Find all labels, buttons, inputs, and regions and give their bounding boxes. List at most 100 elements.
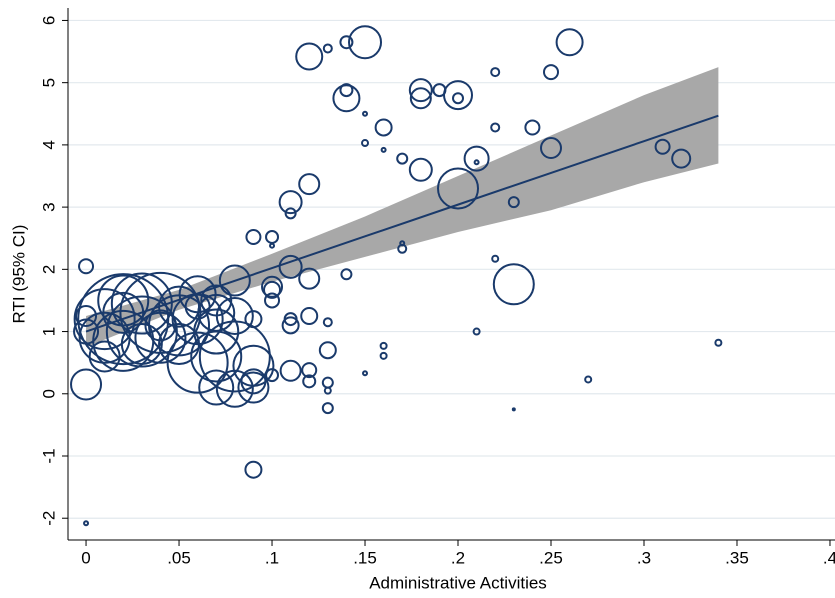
y-tick-label: 1 <box>39 327 58 336</box>
x-tick-label: .1 <box>265 548 279 567</box>
x-tick-label: .05 <box>167 548 191 567</box>
bubble <box>396 152 409 165</box>
bubble <box>524 119 541 136</box>
bubble <box>144 309 177 342</box>
bubble <box>374 118 393 137</box>
x-tick-label: .2 <box>451 548 465 567</box>
y-tick-label: 0 <box>39 389 58 398</box>
y-axis-label: RTI (95% CI) <box>9 225 28 324</box>
bubble <box>279 359 302 382</box>
bubble <box>120 323 163 365</box>
bubble <box>265 368 280 383</box>
bubble <box>397 243 408 254</box>
x-axis-label: Administrative Activities <box>369 573 547 592</box>
x-tick-label: .15 <box>353 548 377 567</box>
bubble <box>232 344 275 387</box>
bubble <box>540 137 563 159</box>
bubble <box>473 159 480 166</box>
bubble <box>443 80 474 111</box>
bubble <box>671 148 692 169</box>
bubble <box>409 87 432 110</box>
y-tick-label: 3 <box>39 202 58 211</box>
bubble <box>200 284 233 317</box>
bubble <box>97 274 150 327</box>
bubble <box>379 351 388 360</box>
bubble <box>166 331 229 394</box>
bubble <box>298 173 321 196</box>
bubble <box>491 254 500 263</box>
x-tick-label: 0 <box>81 548 90 567</box>
bubble <box>73 318 100 345</box>
bubble <box>322 317 333 328</box>
x-tick-label: .35 <box>725 548 749 567</box>
bubble <box>269 242 276 249</box>
bubble <box>302 374 317 389</box>
bubble <box>362 370 369 377</box>
bubble <box>298 267 321 290</box>
bubble <box>75 305 98 327</box>
bubble <box>543 64 560 81</box>
bubble <box>70 368 103 401</box>
bubble <box>379 341 388 350</box>
bubble <box>265 229 280 244</box>
bubble <box>218 264 251 297</box>
bubble <box>321 376 334 389</box>
bubble <box>654 138 671 155</box>
bubble <box>261 275 284 298</box>
bubble <box>190 330 243 383</box>
bubble <box>339 35 354 50</box>
y-tick-label: 6 <box>39 16 58 25</box>
bubble <box>88 340 121 373</box>
bubble <box>584 375 593 384</box>
bubble <box>184 293 211 320</box>
bubble <box>78 258 95 275</box>
x-tick-label: .4 <box>823 548 835 567</box>
bubble <box>318 341 337 360</box>
bubble <box>245 228 262 245</box>
bubble <box>555 28 584 57</box>
bubble <box>408 78 433 103</box>
bubble <box>322 43 333 54</box>
y-tick-label: -2 <box>39 511 58 526</box>
bubble <box>511 407 516 412</box>
bubble <box>348 25 383 60</box>
y-tick-label: 5 <box>39 78 58 87</box>
bubble <box>490 67 501 78</box>
bubble <box>472 327 481 336</box>
y-tick-label: 2 <box>39 265 58 274</box>
bubble <box>110 272 173 335</box>
bubble <box>323 386 332 395</box>
bubble <box>198 320 271 393</box>
bubble <box>452 92 465 105</box>
bubble <box>332 84 361 113</box>
bubble <box>237 371 270 404</box>
fit-line <box>85 114 719 333</box>
bubble <box>244 460 263 479</box>
bubble <box>463 145 490 172</box>
bubble <box>380 146 387 153</box>
bubble <box>339 83 354 98</box>
bubble <box>492 263 535 306</box>
bubble <box>73 288 136 351</box>
bubble <box>437 167 480 210</box>
bubble <box>281 316 300 335</box>
bubble <box>198 369 235 406</box>
bubble <box>295 42 324 71</box>
bubble <box>714 338 723 347</box>
bubble <box>362 110 369 117</box>
bubble <box>278 254 303 279</box>
x-tick-label: .25 <box>539 548 563 567</box>
bubble <box>284 207 297 220</box>
bubble <box>321 402 334 415</box>
bubble <box>490 122 501 133</box>
y-tick-label: 4 <box>39 140 58 149</box>
bubble <box>301 362 318 379</box>
bubble <box>263 280 282 299</box>
bubble <box>361 139 370 148</box>
x-tick-label: .3 <box>637 548 651 567</box>
bubble <box>300 307 319 325</box>
y-tick-label: -1 <box>39 448 58 463</box>
bubble <box>507 196 520 209</box>
bubble <box>158 323 201 365</box>
